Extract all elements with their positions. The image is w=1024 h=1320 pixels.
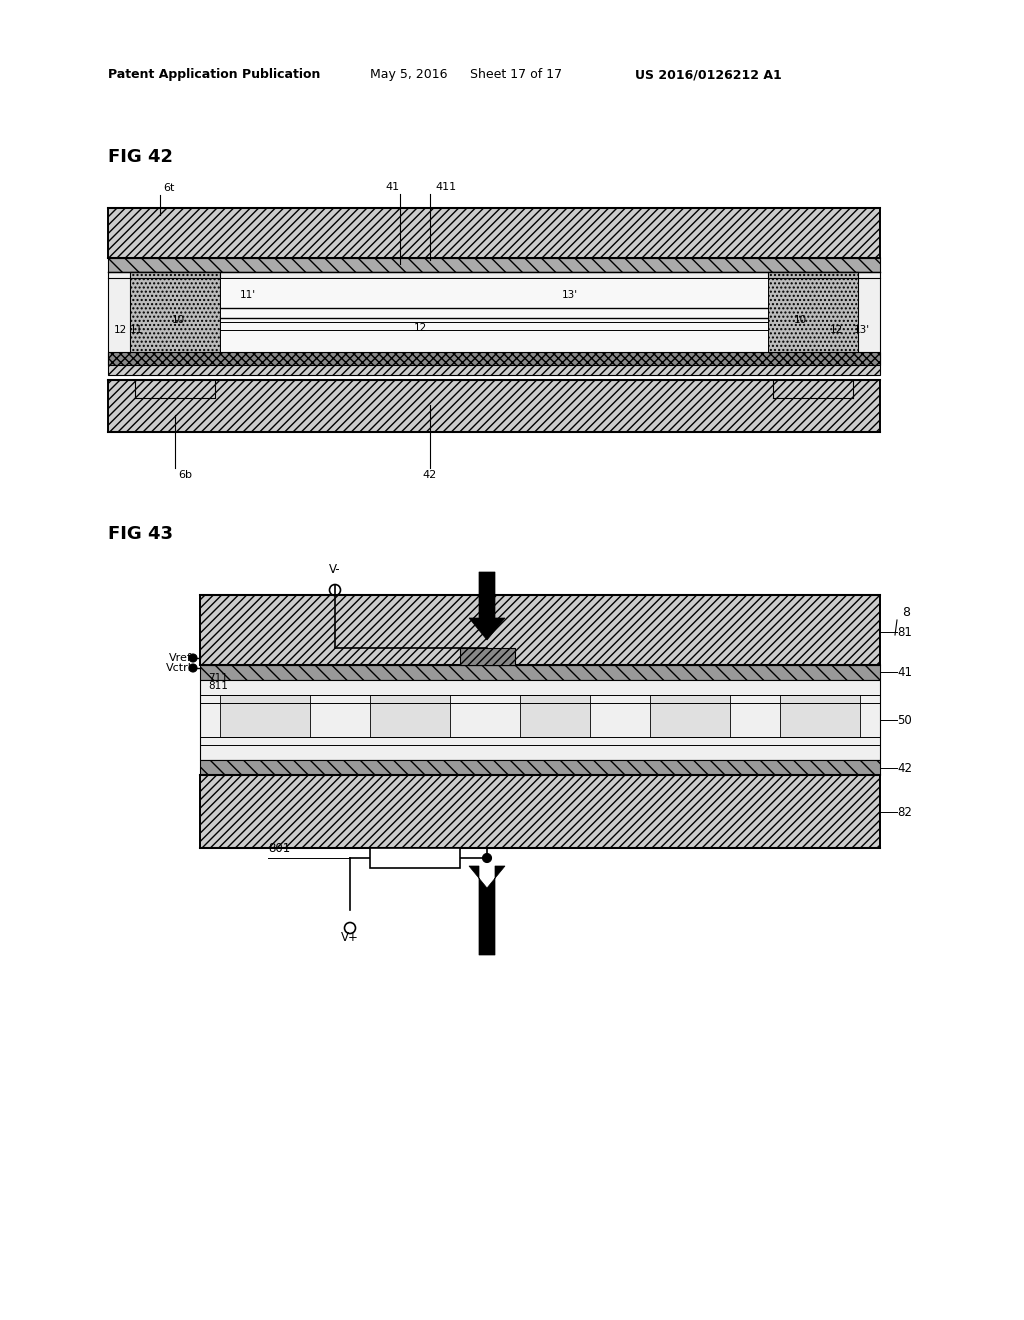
- Polygon shape: [460, 648, 515, 665]
- Text: 801: 801: [268, 842, 290, 854]
- Polygon shape: [108, 272, 880, 366]
- Text: 10: 10: [171, 315, 184, 325]
- Text: 711: 711: [208, 673, 228, 682]
- Polygon shape: [370, 847, 460, 869]
- Text: V-: V-: [329, 564, 341, 576]
- Text: 6t: 6t: [163, 183, 174, 193]
- Text: 81: 81: [897, 626, 912, 639]
- Circle shape: [189, 664, 197, 672]
- Polygon shape: [200, 775, 880, 847]
- Text: 42: 42: [423, 470, 437, 480]
- Polygon shape: [520, 696, 590, 737]
- Text: 13': 13': [562, 290, 579, 300]
- Text: 13': 13': [854, 325, 870, 335]
- Circle shape: [189, 653, 197, 663]
- Polygon shape: [220, 696, 310, 737]
- Polygon shape: [130, 272, 220, 358]
- Text: Vctrl: Vctrl: [166, 663, 193, 673]
- Polygon shape: [108, 366, 880, 375]
- Polygon shape: [200, 665, 880, 680]
- Text: Patent Application Publication: Patent Application Publication: [108, 69, 321, 81]
- Polygon shape: [108, 209, 880, 257]
- Text: FIG 42: FIG 42: [108, 148, 173, 166]
- Polygon shape: [469, 866, 505, 954]
- Text: 11: 11: [129, 325, 142, 335]
- Polygon shape: [220, 279, 768, 352]
- Text: 41: 41: [386, 182, 400, 191]
- Circle shape: [482, 854, 492, 862]
- Text: 500: 500: [403, 851, 426, 865]
- Polygon shape: [469, 572, 505, 640]
- Polygon shape: [200, 760, 880, 775]
- Text: FIG 43: FIG 43: [108, 525, 173, 543]
- Polygon shape: [108, 380, 880, 432]
- Text: 41: 41: [897, 665, 912, 678]
- Text: 82: 82: [897, 805, 912, 818]
- Text: 10: 10: [794, 315, 807, 325]
- Polygon shape: [108, 257, 880, 272]
- Text: 11': 11': [240, 290, 256, 300]
- Text: Vref: Vref: [169, 653, 193, 663]
- Polygon shape: [200, 595, 880, 665]
- Polygon shape: [130, 272, 220, 358]
- Polygon shape: [200, 680, 880, 760]
- Text: V+: V+: [341, 931, 359, 944]
- Polygon shape: [768, 272, 858, 358]
- Text: 811: 811: [208, 681, 228, 690]
- Text: 12: 12: [414, 323, 427, 333]
- Text: 12: 12: [114, 325, 127, 335]
- Text: 12: 12: [829, 325, 843, 335]
- Polygon shape: [108, 352, 880, 366]
- Polygon shape: [370, 696, 450, 737]
- Text: 6b: 6b: [178, 470, 193, 480]
- Text: 42: 42: [897, 762, 912, 775]
- Polygon shape: [768, 272, 858, 358]
- Text: 50: 50: [897, 714, 911, 726]
- Text: 8: 8: [902, 606, 910, 619]
- Polygon shape: [780, 696, 860, 737]
- Text: 411: 411: [435, 182, 456, 191]
- Text: US 2016/0126212 A1: US 2016/0126212 A1: [635, 69, 781, 81]
- Text: Sheet 17 of 17: Sheet 17 of 17: [470, 69, 562, 81]
- Polygon shape: [650, 696, 730, 737]
- Text: May 5, 2016: May 5, 2016: [370, 69, 447, 81]
